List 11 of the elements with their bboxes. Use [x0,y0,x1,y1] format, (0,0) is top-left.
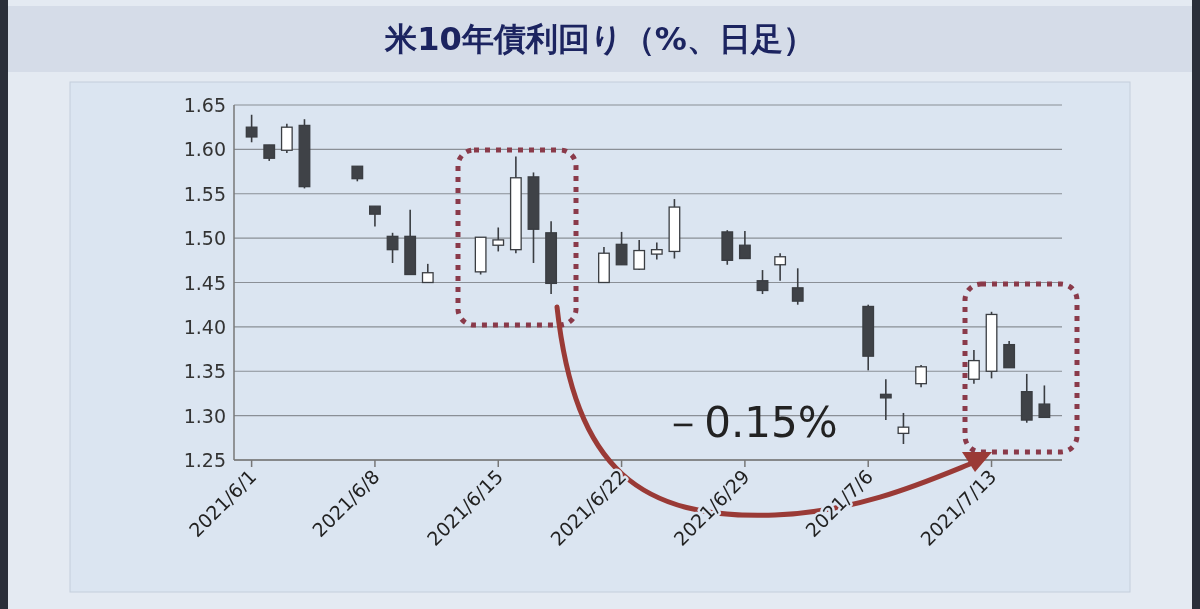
y-tick-label: 1.35 [183,360,226,383]
annotation: －0.15% [662,398,838,447]
y-tick-label: 1.60 [183,138,226,161]
y-tick-label: 1.55 [183,182,226,205]
y-tick-label: 1.45 [183,271,226,294]
y-tick-label: 1.65 [183,94,226,116]
chart-title: 米10年債利回り（%、日足） [384,20,815,58]
y-tick-label: 1.30 [183,404,226,427]
y-tick-label: 1.25 [183,449,226,471]
y-tick-label: 1.40 [183,315,226,338]
y-tick-label: 1.50 [183,227,226,250]
